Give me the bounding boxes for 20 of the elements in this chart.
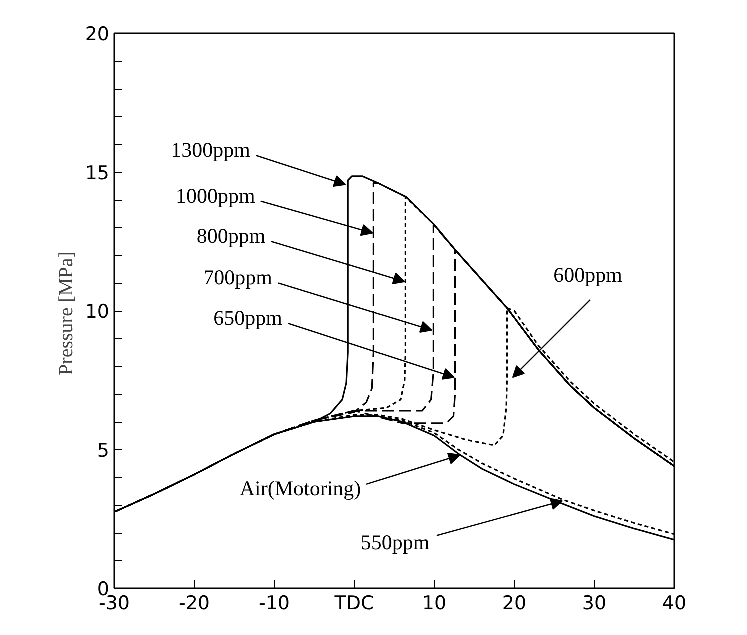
annotation: 1000ppm [176, 184, 256, 208]
annotation: 650ppm [214, 306, 283, 330]
annotation: 700ppm [204, 266, 273, 290]
y-tick-label: 15 [85, 162, 110, 184]
annotation: 550ppm [360, 530, 430, 554]
x-tick-label: TDC [334, 592, 374, 614]
x-tick-label: -10 [258, 592, 290, 614]
y-axis-title: Pressure [MPa] [55, 252, 78, 376]
x-tick-label: 20 [502, 592, 527, 614]
x-tick-label: 30 [582, 592, 607, 614]
y-tick-label: 5 [97, 440, 110, 462]
x-tick-label: 10 [422, 592, 447, 614]
x-tick-label: 40 [662, 592, 687, 614]
y-tick-label: 20 [85, 24, 110, 46]
x-tick-label: -20 [178, 592, 210, 614]
annotation: 600ppm [554, 262, 623, 287]
annotation: Air(Motoring) [240, 476, 362, 501]
annotation: 800ppm [196, 224, 266, 248]
annotation: 1300ppm [171, 138, 251, 162]
y-tick-label: 10 [85, 301, 110, 323]
